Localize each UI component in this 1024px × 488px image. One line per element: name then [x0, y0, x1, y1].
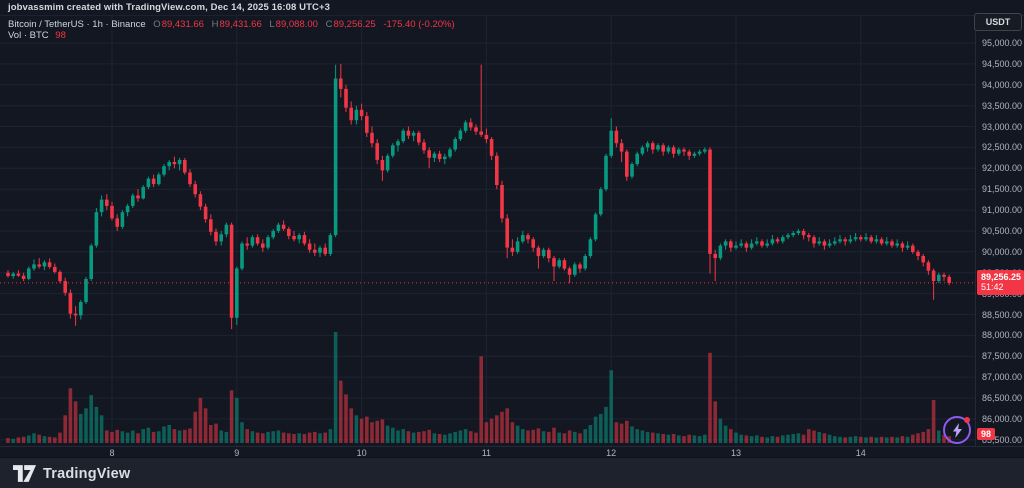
low-value: 89,088.00: [275, 19, 318, 30]
time-tick-label: 12: [606, 448, 617, 458]
time-tick-label: 8: [109, 448, 115, 458]
price-tick-label: 91,500.00: [982, 184, 1023, 195]
close-label: C: [325, 19, 333, 30]
change-value: -175.40 (-0.20%): [383, 19, 455, 30]
time-tick-label: 10: [356, 448, 367, 458]
volume-axis-badge: 98: [977, 428, 996, 440]
price-tick-label: 90,500.00: [982, 226, 1023, 236]
open-value: 89,431.66: [161, 19, 204, 30]
price-tick-label: 92,500.00: [982, 142, 1023, 153]
footer-bar: TradingView: [0, 457, 1024, 488]
price-tick-label: 88,500.00: [982, 309, 1023, 320]
time-axis[interactable]: 8 9 10 11 12 13 14: [0, 446, 1024, 458]
price-tick-label: 93,500.00: [982, 100, 1023, 111]
tradingview-logo[interactable]: TradingView: [13, 465, 130, 482]
currency-toggle-button[interactable]: USDT: [974, 13, 1022, 31]
price-tick-label: 85,500.00: [982, 434, 1023, 445]
last-price-value: 89,256.25: [981, 271, 1022, 282]
notification-dot: [964, 417, 970, 423]
open-label: O: [153, 19, 161, 30]
close-value: 89,256.25: [333, 19, 376, 30]
boost-flash-icon[interactable]: [943, 416, 971, 444]
high-value: 89,431.66: [219, 19, 262, 30]
lightning-bolt-icon: [952, 422, 962, 438]
volume-study-label[interactable]: Vol · BTC: [8, 30, 49, 41]
low-label: L: [269, 19, 275, 30]
chart-canvas[interactable]: [0, 0, 1024, 446]
price-tick-label: 86,500.00: [982, 393, 1023, 403]
volume-study-value: 98: [55, 30, 66, 41]
price-tick-label: 87,000.00: [982, 372, 1023, 383]
time-tick-label: 14: [855, 448, 866, 458]
price-tick-label: 93,000.00: [982, 121, 1023, 132]
price-tick-label: 87,500.00: [982, 351, 1023, 362]
time-tick-label: 13: [730, 448, 742, 458]
price-axis[interactable]: 89,256.25 51:42 98 95,000.00 94,500.00 94,…: [975, 15, 1024, 446]
price-tick-label: 88,000.00: [982, 330, 1023, 341]
tradingview-logo-mark: [13, 465, 36, 482]
last-price-badge: 89,256.25 51:42: [977, 269, 1024, 295]
time-tick-label: 9: [234, 448, 240, 458]
price-tick-label: 94,500.00: [982, 58, 1023, 69]
price-tick-label: 86,000.00: [982, 413, 1023, 424]
attribution-text: jobvassmim created with TradingView.com,…: [8, 2, 330, 13]
price-tick-label: 92,000.00: [982, 163, 1023, 174]
symbol-title[interactable]: Bitcoin / TetherUS · 1h · Binance: [8, 19, 146, 30]
tradingview-logo-text: TradingView: [43, 465, 131, 482]
header-bar: jobvassmim created with TradingView.com,…: [0, 0, 1024, 16]
symbol-row[interactable]: Bitcoin / TetherUS · 1h · Binance O89,43…: [8, 19, 455, 30]
chart-legend: Bitcoin / TetherUS · 1h · Binance O89,43…: [8, 19, 455, 41]
high-label: H: [211, 19, 219, 30]
price-tick-label: 95,000.00: [982, 38, 1023, 48]
time-tick-label: 11: [481, 448, 492, 458]
price-tick-label: 94,000.00: [982, 79, 1023, 90]
volume-row[interactable]: Vol · BTC 98: [8, 30, 455, 41]
price-tick-label: 90,000.00: [982, 246, 1023, 257]
price-tick-label: 91,000.00: [982, 205, 1023, 216]
bar-countdown: 51:42: [981, 282, 1004, 293]
